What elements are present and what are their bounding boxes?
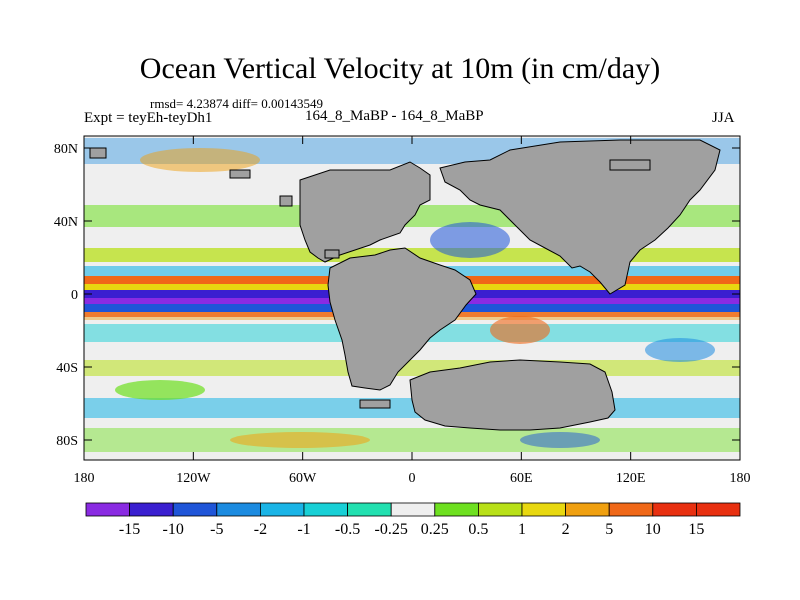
island-4 <box>609 159 651 171</box>
colorbar-label: 0.5 <box>468 521 488 538</box>
colorbar-box <box>85 502 130 517</box>
colorbar-label: 1 <box>518 521 526 538</box>
land-masses <box>89 139 721 431</box>
island-6 <box>89 147 107 159</box>
island-5 <box>229 169 251 179</box>
colorbar-box <box>216 502 261 517</box>
continent-northeast <box>439 139 721 295</box>
island-3 <box>279 195 293 207</box>
colorbar-box <box>565 502 610 517</box>
x-tick-label: 120W <box>176 471 211 486</box>
colorbar-box <box>259 502 305 517</box>
season-label: JJA <box>712 110 735 126</box>
colorbar-box <box>521 502 566 517</box>
colorbar-label: -2 <box>254 521 267 538</box>
colorbar-box <box>652 502 697 517</box>
colorbar-label: -5 <box>210 521 223 538</box>
y-tick-label: 0 <box>71 288 78 303</box>
colorbar-label: -10 <box>163 521 184 538</box>
colorbar-label: 5 <box>605 521 613 538</box>
x-tick-label: 60E <box>510 471 533 486</box>
colorbar-box <box>347 502 392 517</box>
colorbar-box <box>303 502 348 517</box>
x-tick-label: 180 <box>74 471 95 486</box>
colorbar-label: -0.25 <box>375 521 408 538</box>
continent-northwest <box>299 161 431 263</box>
y-tick-label: 40S <box>56 361 78 376</box>
x-tick-label: 60W <box>289 471 317 486</box>
plot-title: Ocean Vertical Velocity at 10m (in cm/da… <box>139 52 661 85</box>
colorbar-box <box>129 502 174 517</box>
y-tick-label: 80S <box>56 434 78 449</box>
continent-central <box>327 247 477 391</box>
colorbar-box <box>477 502 523 517</box>
colorbar-label: -1 <box>297 521 310 538</box>
experiment-label: Expt = teyEh-teyDh1 <box>84 110 213 126</box>
island-2 <box>359 399 391 409</box>
colorbar-label: 0.25 <box>421 521 449 538</box>
x-tick-label: 120E <box>616 471 646 486</box>
y-tick-label: 40N <box>54 215 78 230</box>
colorbar-label: -15 <box>119 521 140 538</box>
x-axis: 180 120W 60W 0 60E 120E 180 <box>74 136 751 486</box>
colorbar-label: 15 <box>688 521 704 538</box>
colorbar-label: -0.5 <box>335 521 360 538</box>
colorbar-box <box>696 502 741 517</box>
y-axis: 80N 40N 0 40S 80S <box>54 142 740 449</box>
colorbar: -15 -10 -5 -2 -1 -0.5 -0.25 0.25 0.5 1 2 5 10 15 <box>85 502 741 538</box>
colorbar-box <box>608 502 654 517</box>
x-tick-label: 0 <box>409 471 416 486</box>
continent-south <box>409 359 616 431</box>
colorbar-label: 10 <box>645 521 661 538</box>
y-tick-label: 80N <box>54 142 78 157</box>
colorbar-box <box>172 502 218 517</box>
case-info: 164_8_MaBP - 164_8_MaBP <box>305 108 484 124</box>
colorbar-box <box>390 502 436 517</box>
x-tick-label: 180 <box>730 471 751 486</box>
colorbar-box <box>434 502 479 517</box>
stats-line: rmsd= 4.23874 diff= 0.00143549 <box>150 96 323 111</box>
island-1 <box>324 249 340 259</box>
colorbar-label: 2 <box>562 521 570 538</box>
